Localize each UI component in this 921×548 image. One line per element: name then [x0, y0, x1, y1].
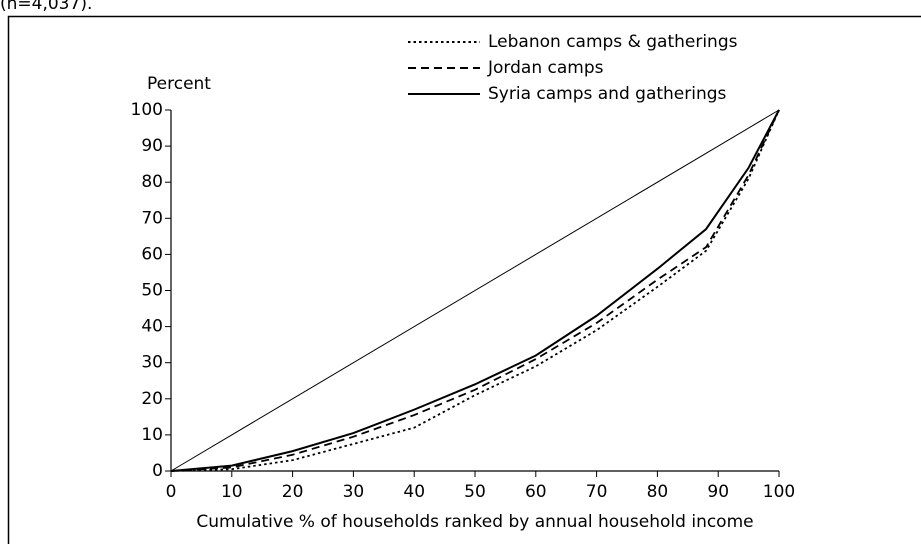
- y-tick-label: 70: [141, 208, 163, 228]
- equality-line: [171, 110, 779, 471]
- x-tick-label: 10: [221, 482, 243, 502]
- x-tick-label: 60: [525, 482, 547, 502]
- y-tick-label: 90: [141, 136, 163, 156]
- y-tick-label: 50: [141, 281, 163, 301]
- y-tick-label: 10: [141, 425, 163, 445]
- x-tick-label: 30: [343, 482, 365, 502]
- x-tick-label: 0: [166, 482, 177, 502]
- subtitle: (n=4,037).: [0, 0, 92, 14]
- x-tick-label: 70: [586, 482, 608, 502]
- y-tick-label: 60: [141, 244, 163, 264]
- legend-label: Syria camps and gatherings: [488, 84, 727, 104]
- y-tick-label: 30: [141, 353, 163, 373]
- x-tick-label: 50: [464, 482, 486, 502]
- y-tick-label: 100: [131, 100, 163, 120]
- x-axis-label: Cumulative % of households ranked by ann…: [196, 512, 753, 532]
- y-tick-label: 0: [152, 461, 163, 481]
- legend-label: Lebanon camps & gatherings: [488, 32, 738, 52]
- x-tick-label: 90: [707, 482, 729, 502]
- x-tick-label: 20: [282, 482, 304, 502]
- y-axis-label: Percent: [147, 74, 211, 94]
- legend-label: Jordan camps: [487, 58, 604, 78]
- x-tick-label: 40: [403, 482, 425, 502]
- y-tick-label: 40: [141, 317, 163, 337]
- y-tick-label: 20: [141, 389, 163, 409]
- x-tick-label: 100: [763, 482, 795, 502]
- x-tick-label: 80: [647, 482, 669, 502]
- y-tick-label: 80: [141, 172, 163, 192]
